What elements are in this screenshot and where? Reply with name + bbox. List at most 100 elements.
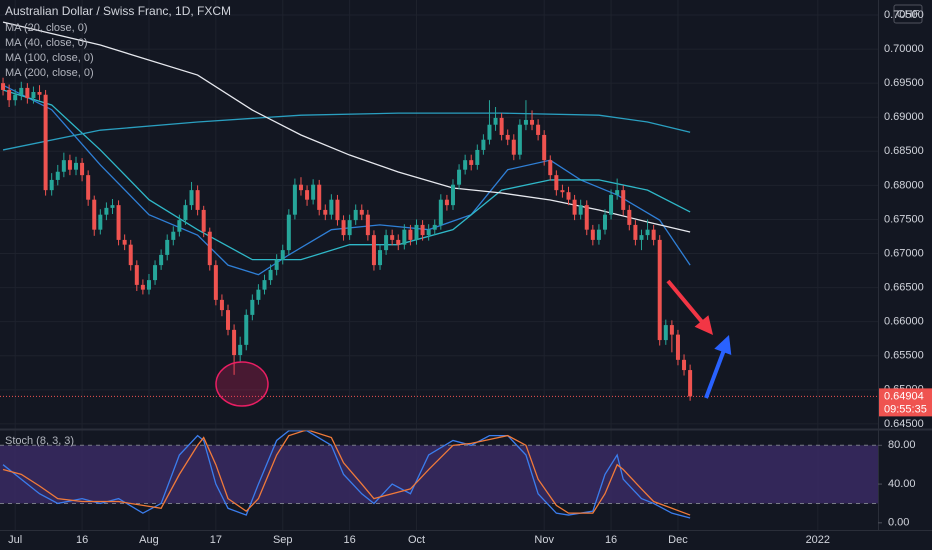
candle-body — [219, 299, 224, 311]
candle-body — [481, 139, 486, 150]
x-tick-label: 2022 — [806, 534, 830, 546]
candle-body — [548, 160, 553, 176]
legend-entry: MA (200, close, 0) — [5, 67, 94, 79]
candle-body — [207, 231, 212, 266]
candle-body — [134, 265, 139, 285]
legend-entry: MA (20, close, 0) — [5, 22, 88, 34]
candle-body — [499, 117, 504, 135]
x-tick-label: Jul — [8, 534, 22, 546]
y-tick-label: 0.69500 — [884, 77, 924, 89]
candle-body — [341, 220, 346, 236]
y-tick-label: 0.70000 — [884, 43, 924, 55]
candle-body — [7, 89, 12, 101]
candle-body — [596, 229, 601, 240]
candle-body — [165, 239, 170, 255]
candle-body — [475, 149, 480, 165]
last-price-box — [879, 388, 932, 417]
candle-body — [609, 194, 614, 215]
x-tick-label: Sep — [273, 534, 293, 546]
candle-body — [584, 205, 589, 230]
candle-body — [560, 190, 565, 193]
candle-body — [74, 162, 79, 170]
candle-body — [663, 325, 668, 341]
candle-body — [669, 325, 674, 335]
candle-body — [49, 179, 54, 191]
y-tick-label: 0.67000 — [884, 247, 924, 259]
candle-body — [578, 205, 583, 215]
line — [2, 430, 691, 519]
candle-body — [213, 265, 218, 300]
y-tick-label: 0.70500 — [884, 9, 924, 21]
indicator-title: Stoch (8, 3, 3) — [5, 435, 74, 447]
highlight-circle — [215, 361, 269, 407]
candle-body — [463, 160, 468, 170]
candle-body — [505, 134, 510, 140]
candle-body — [67, 160, 72, 170]
y-tick-label: 0.66500 — [884, 282, 924, 294]
candle-body — [615, 190, 620, 195]
candle-body — [86, 175, 91, 200]
candle-body — [262, 280, 267, 290]
candle-body — [116, 205, 121, 240]
x-tick-label: Oct — [408, 534, 425, 546]
candle-body — [122, 239, 127, 245]
candle-body — [359, 209, 364, 215]
candle-body — [396, 239, 401, 245]
candle-body — [590, 229, 595, 240]
x-tick-label: 17 — [210, 534, 222, 546]
candle-body — [250, 299, 255, 315]
candle-body — [25, 87, 30, 99]
candle-body — [347, 220, 352, 236]
candle-body — [450, 184, 455, 206]
line — [2, 84, 691, 276]
candle-body — [43, 94, 48, 191]
chart-title: Australian Dollar / Swiss Franc, 1D, FXC… — [5, 4, 231, 18]
candle-body — [177, 220, 182, 232]
candle-body — [511, 139, 516, 155]
y-tick-label: 80.00 — [888, 439, 916, 451]
candle-body — [31, 92, 36, 99]
y-tick-label: 0.66000 — [884, 316, 924, 328]
arrow-down — [666, 279, 705, 325]
candle-body — [153, 265, 158, 281]
y-tick-label: 0.68000 — [884, 179, 924, 191]
currency[interactable]: CHF — [897, 8, 920, 20]
x-tick-label: 16 — [76, 534, 88, 546]
candle-body — [329, 199, 334, 215]
candle-body — [627, 209, 632, 225]
x-tick-label: 16 — [605, 534, 617, 546]
candle-body — [110, 205, 115, 208]
line — [2, 21, 691, 233]
candle-body — [469, 160, 474, 165]
candle-body — [232, 329, 237, 356]
candle-body — [384, 235, 389, 251]
candle-body — [542, 134, 547, 161]
candle-body — [80, 162, 85, 176]
candle-body — [645, 229, 650, 236]
candle-body — [159, 254, 164, 266]
candle-body — [408, 229, 413, 240]
candle-body — [189, 190, 194, 206]
x-tick-label: 16 — [343, 534, 355, 546]
candle-body — [323, 209, 328, 215]
x-tick-label: Dec — [668, 534, 688, 546]
candle-body — [98, 214, 103, 230]
last-price-label: 0.64904 — [884, 390, 924, 402]
candle-body — [493, 117, 498, 125]
candle-body — [146, 280, 151, 290]
candle-body — [19, 87, 24, 95]
candle-body — [201, 209, 206, 232]
currency-box[interactable] — [893, 4, 923, 24]
candle-body — [317, 184, 322, 210]
candle-body — [298, 184, 303, 191]
candle-body — [13, 94, 18, 101]
candle-body — [305, 190, 310, 200]
candle-body — [92, 199, 97, 230]
candle-body — [554, 175, 559, 191]
candle-body — [274, 259, 279, 270]
candle-body — [244, 314, 249, 345]
arrow-up-head — [714, 335, 732, 355]
candle-body — [420, 224, 425, 236]
